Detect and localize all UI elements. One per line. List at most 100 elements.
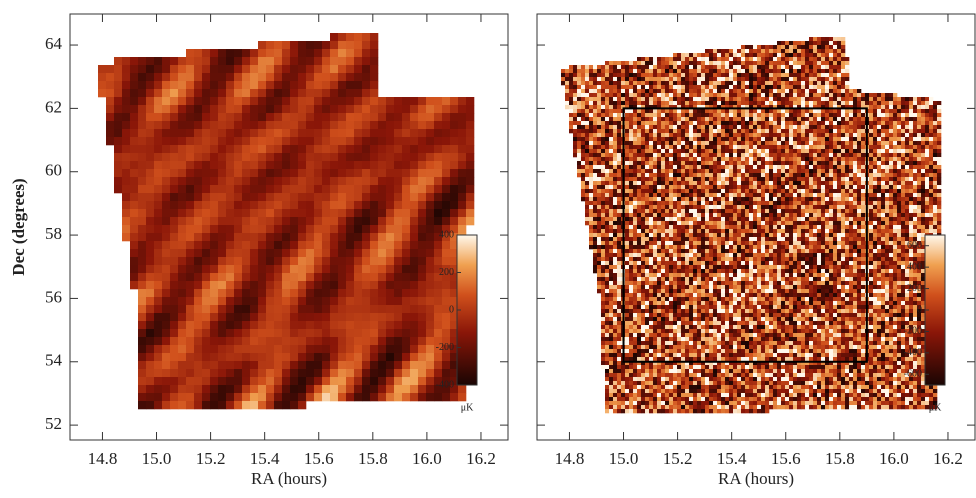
map-cell	[785, 157, 789, 161]
map-cell	[641, 109, 645, 113]
map-cell	[877, 145, 881, 149]
map-cell	[665, 93, 669, 97]
map-cell	[761, 125, 765, 129]
map-cell	[673, 117, 677, 121]
map-cell	[573, 89, 577, 93]
map-cell	[645, 125, 649, 129]
map-cell	[793, 93, 797, 97]
map-cell	[721, 141, 725, 145]
map-cell	[605, 181, 609, 185]
map-cell	[925, 125, 929, 129]
map-cell	[777, 53, 781, 57]
map-cell	[845, 129, 849, 133]
map-cell	[178, 305, 186, 313]
map-cell	[609, 185, 613, 189]
map-cell	[242, 353, 250, 361]
map-cell	[577, 77, 581, 81]
map-cell	[394, 385, 402, 393]
map-cell	[781, 69, 785, 73]
map-cell	[338, 265, 346, 273]
map-cell	[290, 329, 298, 337]
map-cell	[250, 105, 258, 113]
map-cell	[861, 173, 865, 177]
map-cell	[354, 105, 362, 113]
map-cell	[378, 169, 386, 177]
map-cell	[917, 173, 921, 177]
map-cell	[258, 185, 266, 193]
map-cell	[250, 209, 258, 217]
map-cell	[410, 217, 418, 225]
map-cell	[106, 65, 114, 73]
map-cell	[665, 141, 669, 145]
map-cell	[709, 61, 713, 65]
map-cell	[785, 113, 789, 117]
map-cell	[258, 353, 266, 361]
map-cell	[266, 185, 274, 193]
map-cell	[605, 177, 609, 181]
map-cell	[761, 61, 765, 65]
map-cell	[765, 113, 769, 117]
map-cell	[781, 81, 785, 85]
map-cell	[873, 129, 877, 133]
map-cell	[314, 385, 322, 393]
map-cell	[386, 393, 394, 401]
map-cell	[869, 101, 873, 105]
map-cell	[813, 37, 817, 41]
map-cell	[681, 129, 685, 133]
map-cell	[705, 97, 709, 101]
map-cell	[426, 169, 434, 177]
map-cell	[637, 189, 641, 193]
map-cell	[458, 225, 466, 233]
map-cell	[913, 117, 917, 121]
map-cell	[685, 161, 689, 165]
map-cell	[202, 201, 210, 209]
map-cell	[617, 109, 621, 113]
map-cell	[426, 305, 434, 313]
map-cell	[693, 153, 697, 157]
map-cell	[677, 189, 681, 193]
map-cell	[813, 169, 817, 173]
map-cell	[809, 149, 813, 153]
map-cell	[797, 185, 801, 189]
map-cell	[681, 81, 685, 85]
map-cell	[721, 73, 725, 77]
map-cell	[753, 177, 757, 181]
map-cell	[565, 85, 569, 89]
map-cell	[765, 137, 769, 141]
map-cell	[673, 125, 677, 129]
map-cell	[689, 77, 693, 81]
map-cell	[669, 57, 673, 61]
map-cell	[386, 121, 394, 129]
map-cell	[426, 193, 434, 201]
map-cell	[146, 257, 154, 265]
map-cell	[809, 101, 813, 105]
map-cell	[306, 105, 314, 113]
map-cell	[274, 329, 282, 337]
map-cell	[613, 109, 617, 113]
map-cell	[202, 321, 210, 329]
map-cell	[869, 137, 873, 141]
map-cell	[733, 145, 737, 149]
map-cell	[769, 145, 773, 149]
map-cell	[797, 173, 801, 177]
map-cell	[450, 145, 458, 153]
map-cell	[573, 153, 577, 157]
map-cell	[733, 77, 737, 81]
map-cell	[154, 57, 162, 65]
map-cell	[202, 177, 210, 185]
map-cell	[122, 121, 130, 129]
map-cell	[354, 121, 362, 129]
map-cell	[693, 85, 697, 89]
map-cell	[793, 53, 797, 57]
map-cell	[673, 193, 677, 197]
map-cell	[442, 241, 450, 249]
map-cell	[749, 149, 753, 153]
map-cell	[617, 157, 621, 161]
map-cell	[593, 89, 597, 93]
map-cell	[290, 337, 298, 345]
map-cell	[821, 65, 825, 69]
map-cell	[697, 77, 701, 81]
map-cell	[781, 125, 785, 129]
map-cell	[733, 93, 737, 97]
map-cell	[677, 161, 681, 165]
